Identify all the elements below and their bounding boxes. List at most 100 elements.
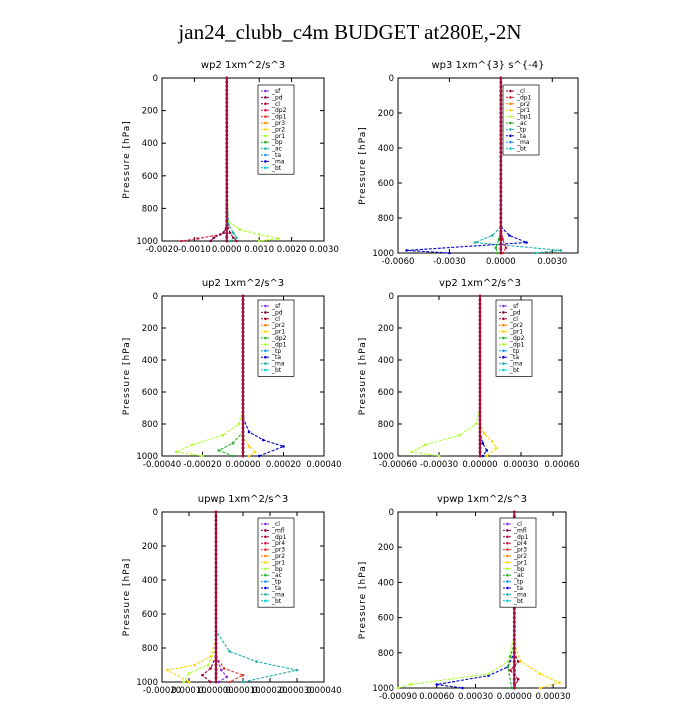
panel3-zero-profile-point	[241, 366, 245, 370]
panel4-series-point	[482, 432, 486, 435]
panel3-legend-marker	[264, 349, 267, 353]
panel2-y-tick-label: 0	[389, 74, 394, 84]
panel6-x-tick-label: 0.00030	[535, 692, 570, 700]
panel4-legend-label: _pr2	[509, 322, 523, 329]
panel1-zero-profile-point	[225, 210, 229, 214]
panel5-series-point	[225, 675, 229, 679]
panel2-legend-marker	[509, 108, 512, 112]
panel5-legend-marker	[264, 548, 267, 551]
panel5-x-tick-label: 0.00030	[279, 686, 314, 696]
panel1-plot-frame	[161, 77, 325, 242]
panel2-zero-profile-point	[499, 229, 503, 233]
panel4-legend-label: _cl	[509, 316, 518, 323]
panel3-series-point	[261, 438, 265, 442]
panel3-legend-marker	[264, 336, 267, 340]
panel2-legend-label: _ma	[516, 139, 530, 146]
panel5-zero-profile-point	[214, 659, 218, 663]
panel4-zero-profile-point	[478, 294, 482, 298]
panel3-series-point	[191, 443, 194, 447]
panel3-zero-profile-point	[241, 398, 245, 402]
panel2-zero-profile-point	[499, 133, 503, 137]
panel6-legend-marker	[506, 586, 509, 590]
panel5-legend-marker	[264, 593, 267, 596]
panel1-zero-profile-point	[225, 178, 229, 182]
panel6-legend-label: _ta	[513, 585, 523, 592]
panel4-legend-label: _bt	[509, 367, 520, 374]
panel4-zero-profile-point	[478, 322, 482, 326]
panel3-zero-profile-point	[241, 302, 245, 306]
panel5-legend-marker	[264, 535, 267, 539]
panel1-zero-profile-point	[225, 113, 229, 117]
panel1-legend-marker	[264, 140, 267, 144]
panel1-legend-marker	[264, 147, 267, 150]
panel4-series-point	[481, 454, 485, 458]
panel5-legend-marker	[264, 586, 267, 590]
panel3-legend-label: _bt	[271, 367, 282, 374]
panel4-legend-label: _dp1	[509, 341, 525, 348]
panel3-series-point	[231, 441, 235, 445]
panel6-legend-marker	[506, 522, 509, 526]
panel2-zero-profile-point	[499, 80, 503, 84]
panel3-zero-profile-point	[241, 370, 245, 374]
panel3-series-point	[247, 454, 251, 458]
panel3-zero-profile-point	[241, 442, 245, 446]
panel1-legend-marker	[264, 134, 267, 138]
panel6-legend-label: _ma	[513, 591, 527, 598]
panel1-zero-profile-point	[225, 137, 229, 141]
panel5-x-tick-label: 0.00010	[171, 686, 206, 696]
panel2-legend-label: _pr1	[516, 107, 530, 114]
panel4-zero-profile-point	[478, 426, 482, 430]
panel3-x-tick-label: 0.00020	[266, 460, 301, 470]
panel5-series-point	[201, 673, 204, 677]
panel2-legend-label: _ac	[516, 120, 527, 127]
panel5-legend-label: _dp1	[271, 534, 287, 541]
panel5-zero-profile-point	[214, 565, 218, 569]
panel1-zero-profile-point	[225, 162, 229, 166]
panel4-legend-label: _pd	[509, 309, 521, 316]
panel1-zero-profile-point	[225, 170, 229, 174]
panel1-zero-profile-point	[225, 206, 229, 210]
panel5-y-tick-label: 600	[142, 610, 158, 620]
panel3-zero-profile-point	[241, 402, 245, 406]
panel6-y-tick-label: 400	[378, 578, 394, 588]
panel5-zero-profile-point	[214, 616, 218, 620]
panel5-zero-profile-point	[214, 612, 218, 616]
panel4-zero-profile-point	[478, 446, 482, 450]
panel3-legend-label: _ta	[271, 354, 281, 361]
panel3-zero-profile-point	[241, 346, 245, 350]
panel5-series-point	[187, 680, 191, 684]
panel4-series-point	[485, 449, 489, 452]
panel1-legend-marker	[264, 166, 267, 170]
panel5-series-point	[209, 680, 212, 684]
panel1-y-tick-label: 200	[142, 107, 158, 117]
panel4-legend-label: _ma	[509, 361, 523, 368]
panel5-series-point	[217, 680, 220, 684]
panel3-series-line-dp2	[217, 296, 244, 457]
panel4-x-tick-label: -0.00060	[379, 460, 417, 470]
panel6-y-tick-label: 600	[378, 614, 394, 624]
panel5-zero-profile-point	[214, 570, 218, 573]
panel6-legend-marker	[506, 561, 509, 564]
panel4-zero-profile-point	[478, 306, 482, 310]
panel4-zero-profile-point	[478, 390, 482, 394]
panel1-zero-profile-point	[225, 129, 229, 133]
panel6-legend-marker	[506, 573, 509, 577]
panel4-legend-marker	[502, 311, 505, 314]
panel4-x-tick-label: 0.00030	[503, 460, 538, 470]
panel2-y-tick-label: 1000	[372, 249, 394, 259]
panel2-y-axis-label: Pressure [hPa]	[358, 126, 368, 205]
panel1-zero-profile-point	[225, 174, 229, 178]
panel4-title: vp2 1xm^2/s^3	[439, 278, 521, 289]
panel1-zero-profile-point	[225, 105, 229, 109]
panel4-series-point	[485, 454, 489, 458]
panel4-zero-profile-point	[478, 414, 482, 418]
panel6-series-point	[516, 677, 520, 681]
panel3-series-point	[201, 454, 204, 458]
panel2-zero-profile-point	[499, 107, 503, 111]
panel1-zero-profile-point	[225, 158, 229, 161]
panel2-plot-frame	[397, 77, 579, 254]
panel2-series-point	[504, 246, 508, 250]
panel3-legend-label: _sf	[271, 303, 281, 310]
panel4-zero-profile-point	[478, 418, 482, 422]
panel5-zero-profile-point	[214, 625, 218, 629]
